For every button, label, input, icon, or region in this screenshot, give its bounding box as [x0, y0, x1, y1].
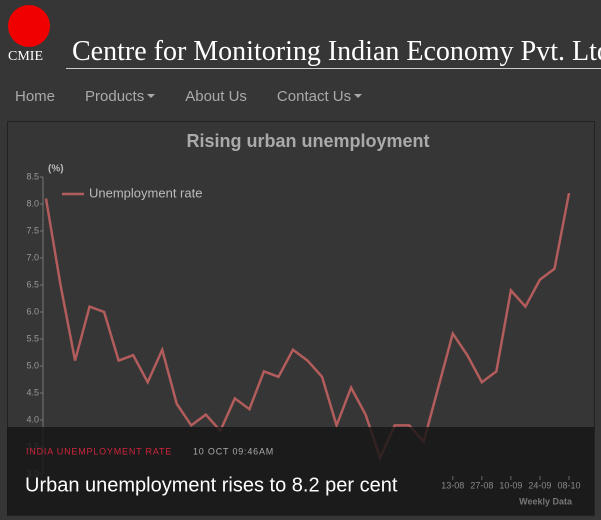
nav-label[interactable]: Contact Us [276, 87, 352, 105]
data-line [44, 192, 571, 462]
y-tick-label: 8.5 [26, 171, 39, 181]
nav-contact[interactable]: Contact Us [276, 84, 363, 108]
y-tick-label: 7.5 [26, 225, 39, 235]
story-tag: INDIA UNEMPLOYMENT RATE [26, 446, 172, 456]
x-tick-label: 10-09 [499, 480, 522, 490]
x-tick-label: 13-08 [441, 480, 464, 490]
nav-about[interactable]: About Us [185, 84, 247, 108]
story-headline: Urban unemployment rises to 8.2 per cent [25, 474, 398, 496]
y-tick-label: 4.5 [26, 387, 39, 397]
site-title: Centre for Monitoring Indian Economy Pvt… [72, 36, 601, 67]
x-axis-label: Weekly Data [519, 496, 573, 506]
y-tick-label: 5.0 [26, 360, 39, 370]
y-tick-label: 6.0 [26, 306, 39, 316]
x-tick-label: 27-08 [470, 480, 493, 490]
y-tick-label: 8.0 [26, 198, 39, 208]
nav-bar: Home Products About Us Contact Us [0, 84, 377, 108]
nav-home[interactable]: Home [15, 84, 55, 108]
legend-label: Unemployment rate [89, 185, 202, 200]
y-tick-label: 5.5 [26, 333, 39, 343]
story-overlay [7, 427, 594, 515]
y-axis-label: (%) [48, 164, 64, 175]
caret [354, 94, 363, 98]
nav-products[interactable]: Products [85, 84, 156, 108]
logo-icon[interactable] [8, 5, 50, 47]
x-tick-label: 08-10 [557, 480, 580, 490]
nav-label[interactable]: About Us [185, 87, 247, 105]
chart-panel [7, 121, 595, 516]
y-tick-label: 4.0 [26, 414, 39, 424]
chart: Rising urban unemployment(%)3.03.54.04.5… [7, 131, 594, 515]
y-tick-label: 7.0 [26, 252, 39, 262]
x-tick-label: 24-09 [528, 480, 551, 490]
logo-text[interactable]: CMIE [8, 49, 43, 64]
nav-label[interactable]: Products [85, 87, 145, 105]
y-tick-label: 6.5 [26, 279, 39, 289]
header-rule [66, 68, 601, 69]
caret [147, 94, 156, 98]
story-time: 10 OCT 09:46AM [193, 446, 274, 456]
nav-label[interactable]: Home [15, 87, 56, 105]
chart-title: Rising urban unemployment [186, 131, 429, 151]
